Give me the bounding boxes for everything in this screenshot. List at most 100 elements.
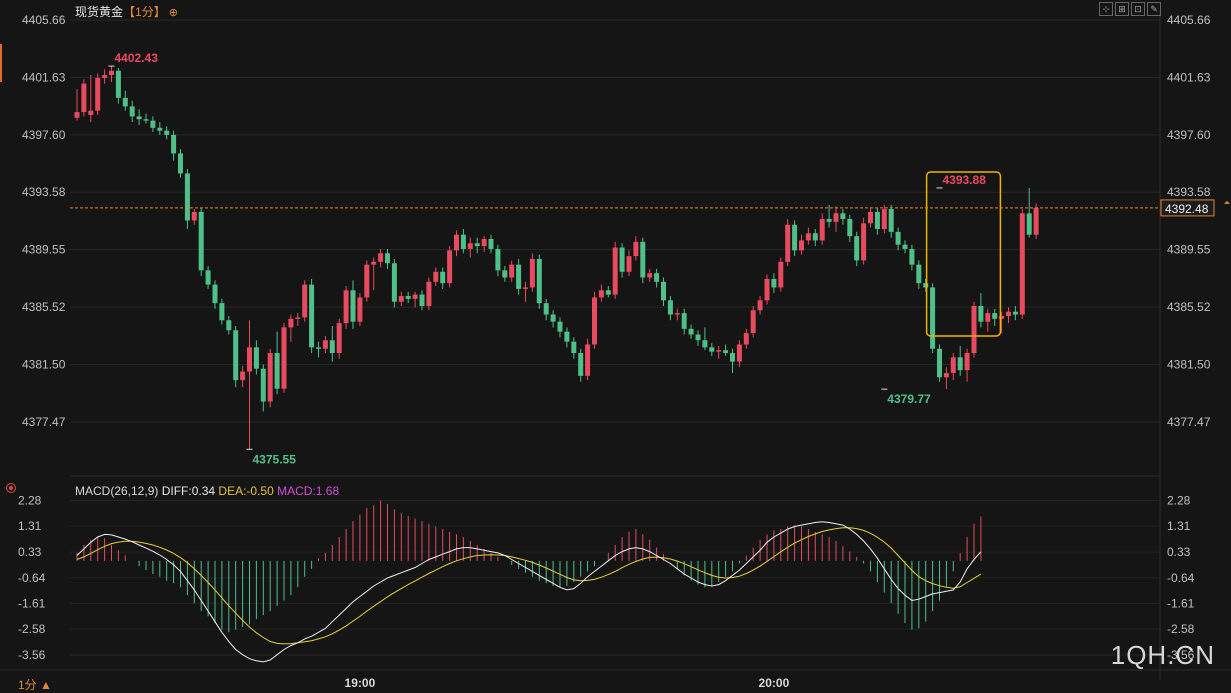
price-tick-right: 4401.63 [1167, 70, 1211, 84]
layout-icon[interactable]: ⊡ [1131, 2, 1145, 16]
macd-tick-left: -2.58 [18, 622, 46, 636]
candle-body [833, 213, 839, 222]
candle-body [247, 347, 252, 372]
candle-body [398, 296, 404, 302]
candle-body [992, 313, 998, 319]
macd-tick-right: 1.31 [1167, 519, 1191, 533]
candle-body [481, 238, 487, 247]
period-label[interactable]: 【1分】 [123, 5, 166, 19]
candle-body [212, 284, 218, 304]
candle-body [764, 278, 770, 301]
price-tick-right: 4381.50 [1167, 357, 1211, 371]
candle-body [109, 70, 114, 76]
candle-body [157, 127, 163, 131]
price-axis-left: 4405.66 4401.63 4397.60 4393.58 4389.55 4385.… [22, 13, 66, 429]
candle-body [792, 224, 798, 251]
candle-body [571, 341, 577, 354]
candle-body [385, 253, 390, 264]
candle-body [923, 283, 929, 288]
candle-body [136, 116, 142, 120]
candle-body [143, 119, 149, 121]
candle-body [364, 264, 370, 298]
candle-body [785, 224, 791, 262]
candle-body [391, 263, 397, 302]
candle-body [895, 231, 901, 245]
extreme-label: 4375.55 [253, 452, 297, 466]
candle-body [626, 256, 632, 272]
candle-body [171, 134, 177, 154]
candle-body [150, 120, 156, 128]
candle-body [219, 303, 225, 321]
extreme-label: 4393.88 [943, 173, 987, 187]
price-tick-left: 4377.47 [22, 415, 66, 429]
candle-body [191, 211, 197, 221]
diff-line [76, 521, 982, 663]
candle-body [888, 209, 894, 232]
candle-body [674, 313, 680, 315]
candle-body [1012, 311, 1018, 315]
time-axis: 19:00 20:00 [345, 676, 790, 690]
price-tick-left: 4389.55 [22, 243, 66, 257]
candle-body [405, 296, 411, 299]
price-tick-left: 4401.63 [22, 70, 66, 84]
candle-body [598, 290, 604, 298]
last-price-arrow-icon [1224, 200, 1230, 204]
macd-tick-right: 0.33 [1167, 545, 1191, 559]
macd-tick-right: -3.56 [1167, 648, 1195, 662]
candle-body [543, 303, 549, 315]
candle-body [357, 297, 363, 322]
candle-body [550, 314, 556, 322]
candle-body [460, 234, 466, 249]
settings-circle-icon[interactable]: ⊕ [168, 7, 178, 19]
macd-grid [70, 500, 1160, 656]
macd-tick-left: -3.56 [18, 648, 46, 662]
candle-body [902, 244, 908, 249]
drawing-icon[interactable]: ✎ [1147, 2, 1161, 16]
candle-body [854, 236, 860, 261]
candle-body [771, 278, 777, 288]
candle-body [695, 334, 701, 341]
macd-tick-left: -1.61 [18, 596, 46, 610]
period-selector-button[interactable]: 1分 ▲ [18, 678, 52, 692]
candle-body [412, 294, 418, 299]
candle-body [826, 219, 832, 222]
price-tick-right: 4405.66 [1167, 13, 1211, 27]
price-tick-right: 4377.47 [1167, 415, 1211, 429]
candle-body [1019, 213, 1025, 315]
candle-body [881, 209, 887, 230]
chart-title: 现货黄金【1分】 ⊕ [75, 3, 178, 20]
candle-body [233, 330, 239, 381]
candle-body [716, 350, 722, 352]
candle-body [564, 331, 570, 342]
price-tick-left: 4393.58 [22, 185, 66, 199]
candle-body [647, 273, 653, 278]
crosshair-icon[interactable]: ⊹ [1099, 2, 1113, 16]
price-grid [0, 10, 1231, 680]
candle-body [440, 271, 446, 284]
candle-body [805, 233, 811, 241]
candle-body [502, 270, 508, 278]
candle-body [585, 344, 591, 376]
candle-body [730, 353, 735, 362]
candle-body [288, 318, 294, 328]
indicator-settings-icon[interactable] [6, 483, 16, 493]
candle-body [378, 253, 384, 262]
macd-axis-right: 2.28 1.31 0.33 -0.64 -1.61 -2.58 -3.56 [1167, 494, 1195, 662]
extreme-label: 4402.43 [115, 51, 159, 65]
candle-body [999, 315, 1005, 319]
candle-body [302, 284, 308, 318]
price-tick-right: 4389.55 [1167, 243, 1211, 257]
fullscreen-icon[interactable]: ⊞ [1115, 2, 1129, 16]
candle-body [240, 371, 246, 381]
candle-body [978, 306, 984, 322]
candle-body [592, 297, 597, 345]
candle-body [336, 323, 342, 354]
dea-line [76, 527, 982, 645]
candle-body [654, 273, 660, 282]
candle-body [371, 261, 377, 265]
macd-dea-value: DEA:-0.50 [218, 484, 274, 498]
candle-body [81, 83, 87, 113]
price-tick-left: 4397.60 [22, 128, 66, 142]
candle-body [702, 340, 708, 348]
price-axis-right: 4405.66 4401.63 4397.60 4393.58 4389.55 4385.… [1167, 13, 1211, 429]
